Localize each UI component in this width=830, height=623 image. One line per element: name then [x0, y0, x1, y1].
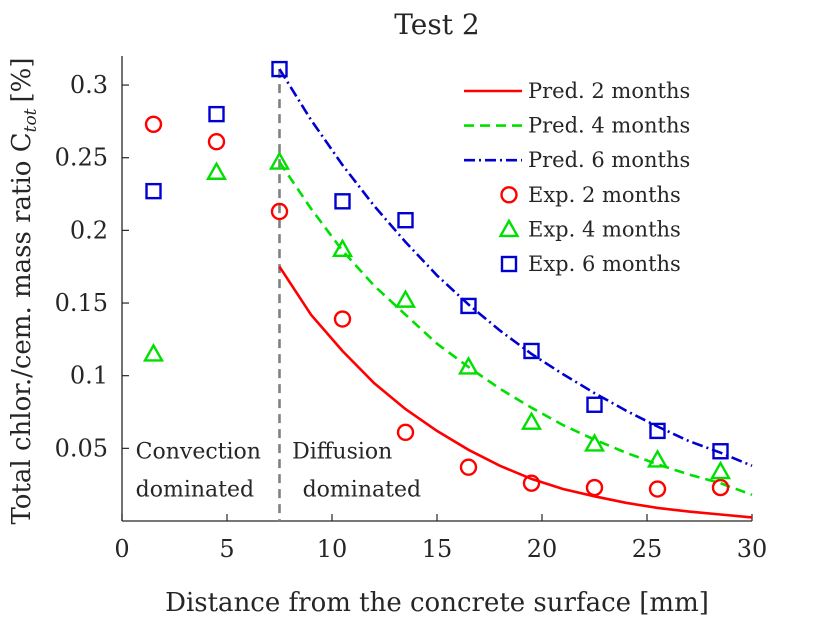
- series-exp-6-months: [145, 60, 729, 460]
- data-point-square: [208, 105, 225, 123]
- legend-item: Pred. 6 months: [464, 148, 690, 172]
- y-tick-label: 0.2: [70, 216, 108, 244]
- data-point-square: [271, 60, 288, 78]
- data-point-circle: [270, 202, 289, 221]
- legend-swatch-square: [500, 255, 518, 273]
- y-tick-label: 0.1: [70, 362, 108, 390]
- x-axis-title: Distance from the concrete surface [mm]: [165, 588, 709, 618]
- data-point-circle: [333, 310, 352, 328]
- x-tick-label: 10: [317, 535, 348, 563]
- y-tick-label: 0.15: [55, 289, 108, 317]
- data-point-square: [460, 297, 477, 315]
- legend-swatch-triangle: [498, 218, 520, 238]
- data-point-circle: [144, 115, 163, 133]
- data-point-triangle: [646, 449, 669, 468]
- x-tick-label: 15: [422, 535, 453, 563]
- x-tick-label: 25: [632, 535, 663, 563]
- plot-area: 0 5 10 15 20 25 30 0.05 0.1 0.15 0.2 0.25 0.3 Convect…: [55, 56, 768, 563]
- svg-text:Total chlor./cem. mass ratio C: Total chlor./cem. mass ratio Ctot [%]: [7, 57, 41, 524]
- legend-item: Pred. 4 months: [464, 114, 690, 138]
- data-point-square: [397, 212, 414, 229]
- data-point-triangle: [331, 238, 354, 257]
- chart-title: Test 2: [394, 8, 479, 41]
- data-point-circle: [459, 458, 478, 476]
- data-point-triangle: [520, 411, 543, 430]
- data-point-square: [712, 443, 729, 460]
- data-point-circle: [522, 474, 541, 492]
- data-point-circle: [396, 423, 415, 442]
- data-point-circle: [648, 480, 667, 498]
- legend-label: Pred. 4 months: [528, 114, 690, 138]
- legend-item: Exp. 4 months: [498, 217, 681, 241]
- data-point-triangle: [268, 151, 291, 170]
- data-point-circle: [585, 478, 604, 497]
- data-point-square: [586, 396, 603, 413]
- data-point-triangle: [457, 356, 480, 375]
- legend-item: Exp. 6 months: [500, 252, 681, 276]
- legend-item: Exp. 2 months: [500, 183, 681, 207]
- legend-label: Pred. 6 months: [528, 148, 690, 172]
- legend-label: Exp. 4 months: [528, 217, 681, 241]
- series-line: [278, 265, 753, 519]
- series-exp-2-months: [144, 115, 730, 498]
- y-tick-label: 0.3: [70, 71, 108, 99]
- data-point-triangle: [142, 342, 165, 362]
- data-point-square: [523, 342, 540, 360]
- x-tick-label: 5: [219, 535, 234, 563]
- y-axis-title-unit: [%]: [7, 57, 37, 102]
- data-point-triangle: [709, 460, 732, 480]
- data-point-circle: [207, 133, 226, 151]
- series-exp-4-months: [142, 151, 732, 480]
- data-point-triangle: [583, 433, 606, 452]
- y-axis-title-main: Total chlor./cem. mass ratio C: [7, 132, 37, 524]
- data-point-square: [145, 182, 162, 200]
- x-tick-label: 30: [737, 535, 768, 563]
- x-tick-label: 0: [114, 535, 129, 563]
- region-label-convection-2: dominated: [136, 477, 254, 502]
- series-pred-4-months: [278, 161, 753, 497]
- data-point-circle: [711, 478, 730, 497]
- data-point-triangle: [205, 161, 228, 180]
- data-point-triangle: [394, 289, 417, 308]
- legend-label: Exp. 2 months: [528, 183, 681, 207]
- series-line: [278, 161, 753, 497]
- legend-label: Pred. 2 months: [528, 79, 690, 103]
- region-label-diffusion: Diffusion: [292, 440, 392, 465]
- y-tick-label: 0.05: [55, 434, 108, 462]
- y-tick-label: 0.25: [55, 144, 108, 172]
- region-label-diffusion-2: dominated: [303, 477, 421, 502]
- y-axis-title-subscript: tot: [21, 108, 41, 132]
- legend: Pred. 2 months Pred. 4 months Pred. 6 mont…: [464, 79, 690, 276]
- data-point-square: [334, 193, 351, 210]
- data-point-square: [649, 422, 666, 440]
- legend-label: Exp. 6 months: [528, 252, 681, 276]
- legend-swatch-circle: [500, 186, 518, 204]
- series-pred-2-months: [278, 265, 753, 519]
- series-pred-6-months: [278, 68, 753, 468]
- legend-item: Pred. 2 months: [464, 79, 690, 103]
- y-axis-title: Total chlor./cem. mass ratio Ctot [%]: [7, 57, 41, 524]
- x-tick-label: 20: [527, 535, 558, 563]
- region-label-convection: Convection: [136, 440, 261, 465]
- series-line: [278, 68, 753, 468]
